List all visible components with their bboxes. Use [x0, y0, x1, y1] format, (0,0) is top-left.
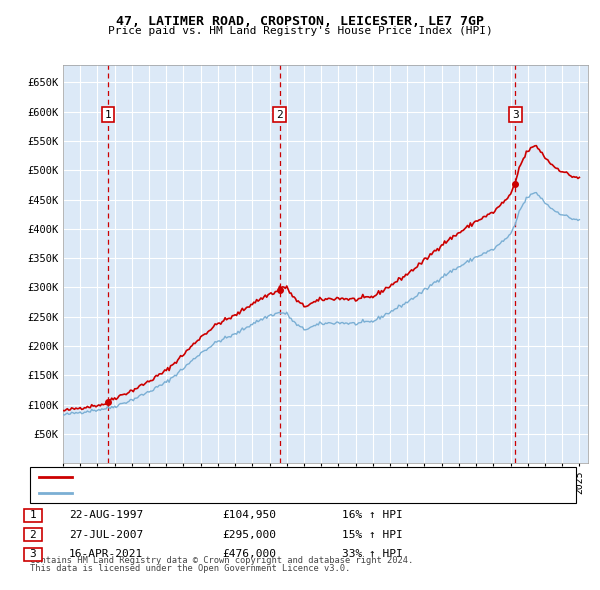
Text: 16% ↑ HPI: 16% ↑ HPI [342, 510, 403, 520]
Text: 3: 3 [29, 549, 37, 559]
Text: 16-APR-2021: 16-APR-2021 [69, 549, 143, 559]
Text: 22-AUG-1997: 22-AUG-1997 [69, 510, 143, 520]
Text: 1: 1 [105, 110, 112, 120]
Text: 33% ↑ HPI: 33% ↑ HPI [342, 549, 403, 559]
Text: £104,950: £104,950 [222, 510, 276, 520]
Text: 47, LATIMER ROAD, CROPSTON, LEICESTER, LE7 7GP (detached house): 47, LATIMER ROAD, CROPSTON, LEICESTER, L… [81, 472, 459, 482]
Text: 1: 1 [29, 510, 37, 520]
Text: 27-JUL-2007: 27-JUL-2007 [69, 530, 143, 540]
Text: HPI: Average price, detached house, Charnwood: HPI: Average price, detached house, Char… [81, 488, 351, 498]
Text: Price paid vs. HM Land Registry's House Price Index (HPI): Price paid vs. HM Land Registry's House … [107, 26, 493, 36]
Text: £476,000: £476,000 [222, 549, 276, 559]
Text: This data is licensed under the Open Government Licence v3.0.: This data is licensed under the Open Gov… [30, 565, 350, 573]
Text: 3: 3 [512, 110, 519, 120]
Text: £295,000: £295,000 [222, 530, 276, 540]
Text: 2: 2 [29, 530, 37, 540]
Text: Contains HM Land Registry data © Crown copyright and database right 2024.: Contains HM Land Registry data © Crown c… [30, 556, 413, 565]
Text: 15% ↑ HPI: 15% ↑ HPI [342, 530, 403, 540]
Text: 47, LATIMER ROAD, CROPSTON, LEICESTER, LE7 7GP: 47, LATIMER ROAD, CROPSTON, LEICESTER, L… [116, 15, 484, 28]
Text: 2: 2 [276, 110, 283, 120]
